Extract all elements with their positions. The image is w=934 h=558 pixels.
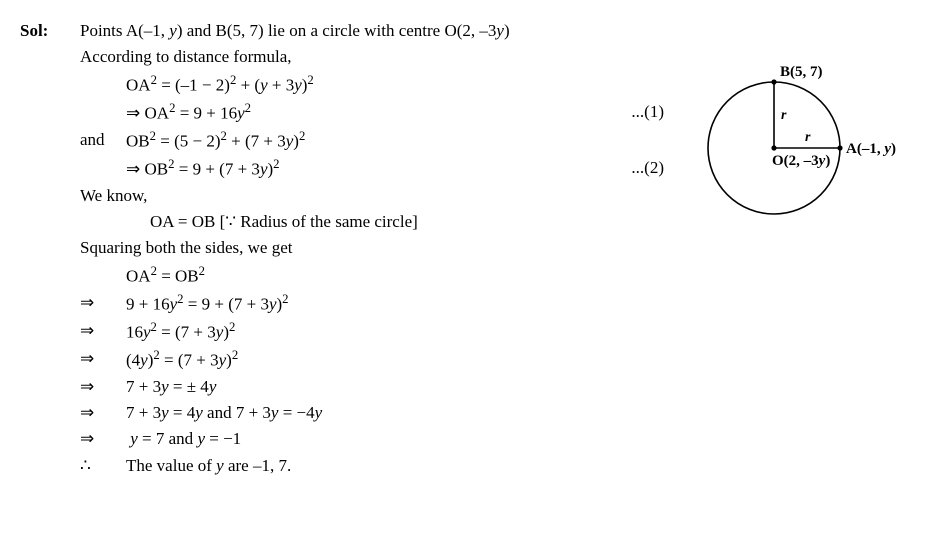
implies-icon: ⇒ (80, 346, 126, 372)
line-14: 7 + 3y = ± 4y (126, 374, 674, 400)
eqn-1: ...(1) (594, 99, 674, 127)
implies-icon: ⇒ (80, 318, 126, 344)
line-5: OB2 = (5 − 2)2 + (7 + 3y)2 (126, 127, 674, 155)
line-15: 7 + 3y = 4y and 7 + 3y = −4y (126, 400, 674, 426)
implies-icon: ⇒ (80, 374, 126, 400)
implies-icon: ⇒ (80, 426, 126, 452)
line-9: Squaring both the sides, we get (80, 235, 674, 261)
and-label: and (80, 127, 126, 153)
svg-text:A(–1, y): A(–1, y) (846, 141, 896, 157)
line-11: 9 + 16y2 = 9 + (7 + 3y)2 (126, 290, 674, 318)
line-17: The value of y are –1, 7. (126, 453, 674, 479)
therefore-icon: ∴ (80, 453, 126, 479)
svg-text:r: r (781, 108, 787, 123)
solution-label: Sol: (20, 18, 80, 44)
line-4: ⇒ OA2 = 9 + 16y2 (126, 99, 594, 127)
eqn-2: ...(2) (594, 155, 674, 183)
line-10: OA2 = OB2 (126, 262, 674, 290)
line-2: According to distance formula, (80, 44, 674, 70)
line-6: ⇒ OB2 = 9 + (7 + 3y)2 (126, 155, 594, 183)
implies-icon: ⇒ (80, 400, 126, 426)
line-1: Points A(–1, y) and B(5, 7) lie on a cir… (80, 18, 674, 44)
svg-text:r: r (805, 130, 811, 145)
line-13: (4y)2 = (7 + 3y)2 (126, 346, 674, 374)
circle-diagram: B(5, 7) r r O(2, –3y) A(–1, y) (674, 18, 914, 250)
line-16: y = 7 and y = −1 (126, 426, 674, 452)
svg-text:B(5, 7): B(5, 7) (780, 64, 823, 80)
implies-icon: ⇒ (80, 290, 126, 316)
line-3: OA2 = (–1 − 2)2 + (y + 3y)2 (126, 71, 674, 99)
line-12: 16y2 = (7 + 3y)2 (126, 318, 674, 346)
line-7: We know, (80, 183, 674, 209)
svg-text:O(2, –3y): O(2, –3y) (772, 153, 830, 169)
line-8: OA = OB [∵ Radius of the same circle] (150, 209, 674, 235)
